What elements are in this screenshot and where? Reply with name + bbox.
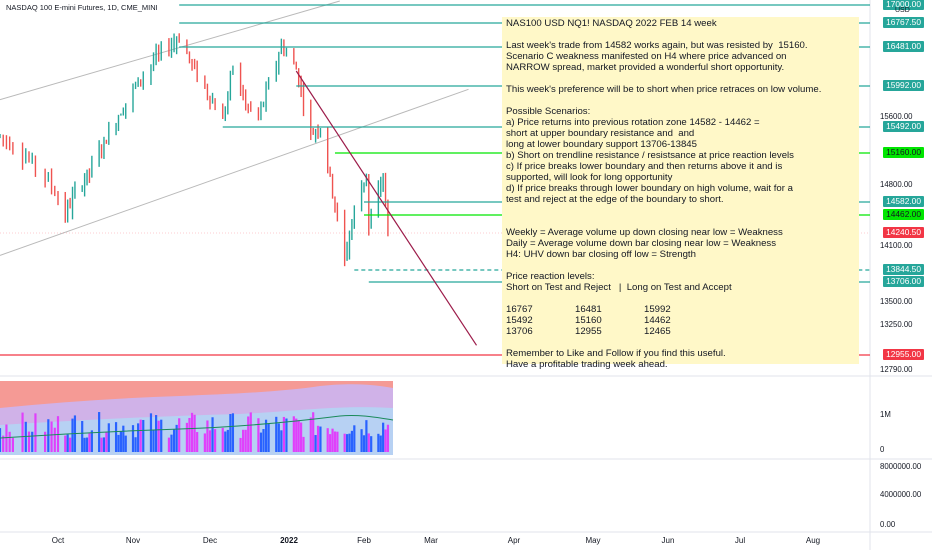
note-lines: NAS100 USD NQ1! NASDAQ 2022 FEB 14 week L… xyxy=(506,18,855,293)
price-tag: 14582.00 xyxy=(883,196,924,207)
note-line xyxy=(506,29,855,40)
price-tag: 17000.00 xyxy=(883,0,924,10)
note-line xyxy=(506,260,855,271)
x-tick-label: Nov xyxy=(125,536,141,545)
note-line: Possible Scenarios: xyxy=(506,106,591,117)
y-tick-label: 14100.00 xyxy=(880,241,913,250)
y-tick-label: 14800.00 xyxy=(880,180,913,189)
volume-ma-line xyxy=(0,415,394,439)
price-tag: 15992.00 xyxy=(883,80,924,91)
levels-cell: 13706 xyxy=(506,326,533,337)
price-tag: 14240.50 xyxy=(883,227,924,238)
levels-cell: 16767 xyxy=(506,304,533,315)
levels-cell: 15160 xyxy=(575,315,602,326)
levels-cell: 14462 xyxy=(644,315,671,326)
note-line: short at upper boundary resistance and a… xyxy=(506,128,695,139)
x-tick-label: Feb xyxy=(357,536,371,545)
x-tick-label: May xyxy=(585,536,601,545)
lower-pane-tick-label: 0.00 xyxy=(880,520,896,529)
closing-line: Have a profitable trading week ahead. xyxy=(506,359,668,370)
volume-tick-label: 1M xyxy=(880,410,891,419)
closing-line: Remember to Like and Follow if you find … xyxy=(506,348,726,359)
levels-cell: 12465 xyxy=(644,326,671,337)
note-line: This week's preference will be to short … xyxy=(506,84,822,95)
price-tag: 14462.00 xyxy=(883,209,924,220)
x-tick-label: Jun xyxy=(661,536,675,545)
price-tag: 15160.00 xyxy=(883,147,924,158)
note-line: Last week's trade from 14582 works again… xyxy=(506,40,808,51)
price-tag: 13706.00 xyxy=(883,276,924,287)
levels-cell: 15492 xyxy=(506,315,533,326)
note-line: test and reject at the edge of the bound… xyxy=(506,194,724,205)
price-tag: 16481.00 xyxy=(883,41,924,52)
levels-row: 16767 16481 15992 xyxy=(506,304,855,315)
note-line xyxy=(506,95,855,106)
note-line xyxy=(506,73,855,84)
note-line: a) Price returns into previous rotation … xyxy=(506,117,760,128)
note-line: H4: UHV down bar closing off low = Stren… xyxy=(506,249,696,260)
y-tick-label: 15600.00 xyxy=(880,112,913,121)
note-line: b) Short on trendline resistance / resis… xyxy=(506,150,794,161)
price-tag: 12955.00 xyxy=(883,349,924,360)
price-tag: 16767.50 xyxy=(883,17,924,28)
note-line: Short on Test and Reject | Long on Test … xyxy=(506,282,732,293)
symbol-title: NASDAQ 100 E-mini Futures, 1D, CME_MINI xyxy=(6,3,158,12)
note-line: NARROW spread, market provided a wonderf… xyxy=(506,62,785,73)
x-tick-label: Dec xyxy=(202,536,218,545)
x-tick-label: Mar xyxy=(424,536,438,545)
x-tick-label: Jul xyxy=(734,536,746,545)
note-line xyxy=(506,216,855,227)
y-tick-label: 13250.00 xyxy=(880,320,913,329)
x-tick-label: Apr xyxy=(507,536,521,545)
channel-upper-line xyxy=(0,0,340,101)
levels-row: 15492 15160 14462 xyxy=(506,315,855,326)
currency-label: USD xyxy=(895,7,910,14)
price-tag: 13844.50 xyxy=(883,264,924,275)
note-line: d) If price breaks through lower boundar… xyxy=(506,183,793,194)
analysis-note: NAS100 USD NQ1! NASDAQ 2022 FEB 14 week L… xyxy=(502,17,859,370)
channel-lower-line xyxy=(0,88,469,256)
note-line: supported, will look for long opportunit… xyxy=(506,172,673,183)
note-line: Daily = Average volume down bar closing … xyxy=(506,238,777,249)
x-tick-label: Oct xyxy=(51,536,65,545)
note-line: Weekly = Average volume up down closing … xyxy=(506,227,783,238)
closing-lines: Remember to Like and Follow if you find … xyxy=(506,348,855,370)
note-line: long at lower boundary support 13706-138… xyxy=(506,139,697,150)
levels-cell: 12955 xyxy=(575,326,602,337)
lower-pane-tick-label: 4000000.00 xyxy=(880,490,922,499)
y-tick-label: 12790.00 xyxy=(880,365,913,374)
note-line: c) If price breaks lower boundary and th… xyxy=(506,161,783,172)
y-tick-label: 13500.00 xyxy=(880,297,913,306)
volume-tick-label: 0 xyxy=(880,445,885,454)
levels-table: 16767 16481 15992 15492 15160 14462 13706 12955… xyxy=(506,304,855,337)
note-line: Scenario C weakness manifested on H4 whe… xyxy=(506,51,787,62)
note-line xyxy=(506,205,855,216)
lower-pane-tick-label: 8000000.00 xyxy=(880,462,922,471)
price-tag: 15492.00 xyxy=(883,121,924,132)
levels-row: 13706 12955 12465 xyxy=(506,326,855,337)
trendline xyxy=(295,70,478,346)
levels-cell: 16481 xyxy=(575,304,602,315)
note-line: NAS100 USD NQ1! NASDAQ 2022 FEB 14 week xyxy=(506,18,717,29)
note-line: Price reaction levels: xyxy=(506,271,595,282)
x-tick-label: Aug xyxy=(805,536,821,545)
levels-cell: 15992 xyxy=(644,304,671,315)
x-tick-label: 2022 xyxy=(280,536,298,545)
